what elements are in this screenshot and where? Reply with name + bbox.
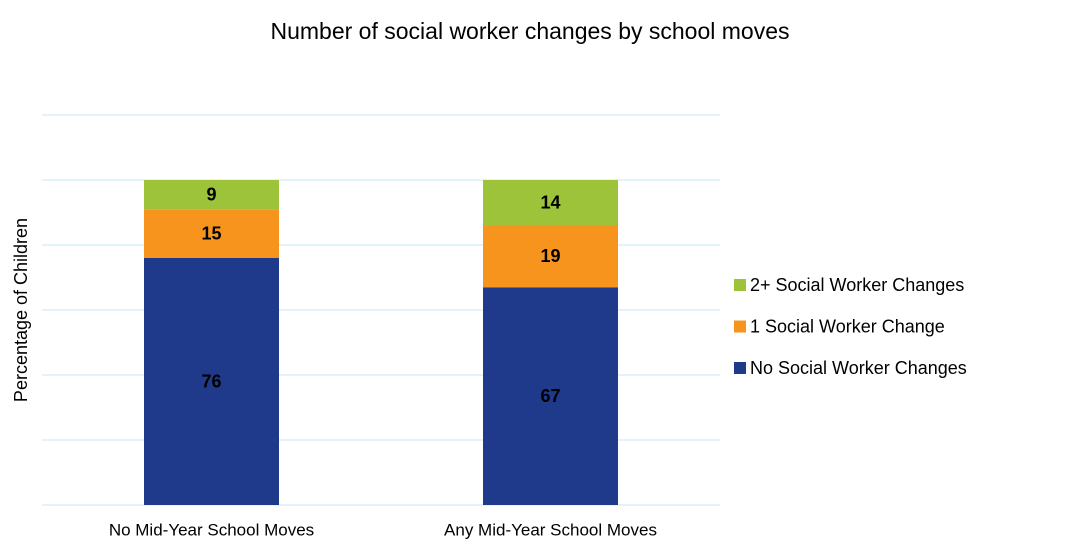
data-label: 15 bbox=[201, 223, 221, 243]
x-tick-label: Any Mid-Year School Moves bbox=[444, 520, 657, 539]
bar-segment bbox=[144, 258, 279, 505]
legend-swatch bbox=[734, 320, 746, 333]
y-axis-label: Percentage of Children bbox=[11, 218, 31, 402]
legend-swatch bbox=[734, 279, 746, 291]
data-label: 19 bbox=[540, 246, 560, 266]
bar-segment bbox=[483, 225, 618, 288]
legend-swatch bbox=[734, 362, 746, 374]
bar-segment bbox=[144, 209, 279, 258]
data-label: 14 bbox=[540, 193, 560, 213]
data-label: 76 bbox=[201, 371, 221, 391]
legend-label: 2+ Social Worker Changes bbox=[750, 275, 964, 295]
x-tick-label: No Mid-Year School Moves bbox=[109, 520, 314, 539]
bar-segment bbox=[483, 287, 618, 505]
legend-label: 1 Social Worker Change bbox=[750, 316, 945, 336]
bar-segment bbox=[144, 180, 279, 210]
data-label: 67 bbox=[540, 386, 560, 406]
data-label: 9 bbox=[206, 184, 216, 204]
legend-label: No Social Worker Changes bbox=[750, 358, 967, 378]
chart-title: Number of social worker changes by schoo… bbox=[270, 18, 789, 44]
bar-segment bbox=[483, 180, 618, 226]
